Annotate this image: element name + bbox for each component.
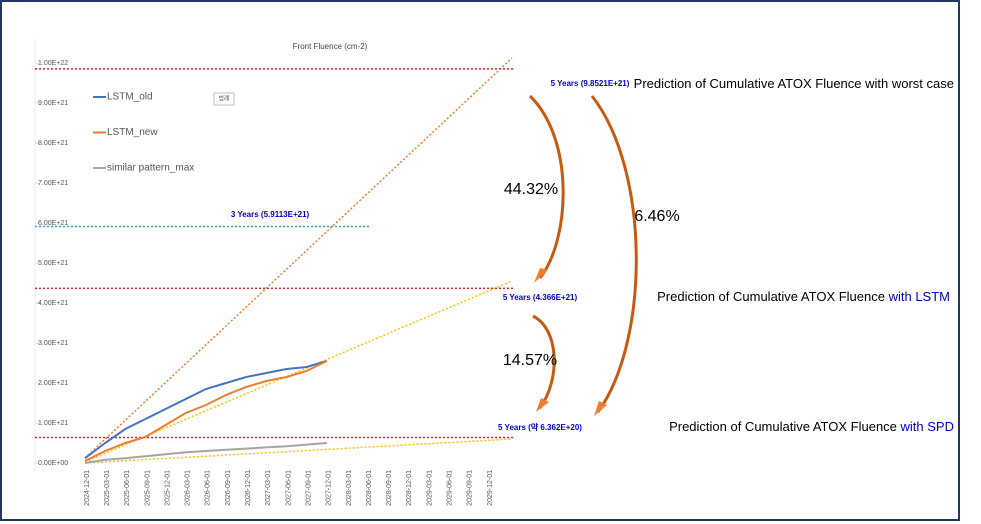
legend-button[interactable] [213, 92, 235, 106]
note-highlight: with LSTM [888, 289, 950, 304]
note-highlight: with SPD [900, 419, 954, 434]
legend-button-label[interactable]: 범례 [218, 95, 229, 103]
series-line [84, 442, 327, 464]
chart-title: Front Fluence (cm-2) [293, 42, 368, 51]
x-tick-label: 2028-06-01 [366, 470, 373, 506]
reference-label: 5 Years (9.8521E+21) [551, 79, 630, 88]
y-tick-label: 8.00E+21 [38, 140, 68, 147]
x-tick-label: 2029-09-01 [467, 470, 474, 506]
y-tick-label: 3.00E+21 [38, 340, 68, 347]
x-tick-label: 2026-06-01 [205, 470, 212, 506]
note: Prediction of Cumulative ATOX Fluence wi… [634, 76, 954, 91]
percentage: 14.57% [503, 352, 557, 369]
x-tick-label: 2025-09-01 [144, 470, 151, 506]
note: Prediction of Cumulative ATOX Fluence wi… [657, 289, 950, 304]
x-tick-label: 2027-12-01 [326, 470, 333, 506]
x-tick-label: 2027-09-01 [305, 470, 312, 506]
x-tick-label: 2028-12-01 [406, 470, 413, 506]
y-tick-label: 1.00E+21 [38, 420, 68, 427]
x-tick-label: 2029-12-01 [487, 470, 494, 506]
x-tick-label: 2026-12-01 [245, 470, 252, 506]
arrow [590, 95, 638, 413]
legend-label: LSTM_new [107, 127, 158, 138]
x-tick-label: 2028-03-01 [346, 470, 353, 506]
arrow [532, 314, 556, 409]
reference-label: 5 Years (약 6.362E+20) [498, 422, 582, 432]
note-text: Prediction of Cumulative ATOX Fluence [657, 289, 888, 304]
x-tick-label: 2027-06-01 [285, 470, 292, 506]
arrows [528, 94, 638, 413]
legend-label: similar pattern_max [107, 163, 194, 174]
arrowheads [534, 268, 607, 416]
series-line [84, 360, 328, 459]
trend-line [84, 438, 513, 464]
y-tick-label: 7.00E+21 [38, 180, 68, 187]
y-tick-label: 4.00E+21 [38, 300, 68, 307]
x-tick-label: 2025-03-01 [104, 470, 111, 506]
y-tick-label: 2.00E+21 [38, 380, 68, 387]
y-tick-label: 6.00E+21 [38, 220, 68, 227]
trend-line [84, 57, 513, 459]
percentage: 6.46% [634, 208, 679, 225]
x-tick-label: 2024-12-01 [84, 470, 91, 506]
note: Prediction of Cumulative ATOX Fluence wi… [669, 419, 954, 434]
x-tick-label: 2029-03-01 [426, 470, 433, 506]
x-tick-label: 2025-12-01 [164, 470, 171, 506]
y-tick-label: 5.00E+21 [38, 260, 68, 267]
arrowhead [594, 401, 607, 416]
reference-label: 3 Years (5.9113E+21) [231, 210, 310, 219]
x-tick-label: 2026-03-01 [185, 470, 192, 506]
x-tick-label: 2029-06-01 [447, 470, 454, 506]
legend-label: LSTM_old [107, 92, 153, 103]
x-tick-label: 2026-09-01 [225, 470, 232, 506]
note-text: Prediction of Cumulative ATOX Fluence wi… [634, 76, 954, 91]
x-tick-label: 2027-03-01 [265, 470, 272, 506]
series-line [84, 360, 328, 462]
y-tick-label: 1.00E+22 [38, 60, 68, 67]
y-tick-label: 9.00E+21 [38, 100, 68, 107]
note-text: Prediction of Cumulative ATOX Fluence [669, 419, 900, 434]
x-tick-label: 2028-09-01 [386, 470, 393, 506]
trend-line [84, 280, 513, 463]
arrowhead [534, 268, 548, 283]
percentage: 44.32% [504, 181, 558, 198]
reference-label: 5 Years (4.366E+21) [503, 293, 578, 302]
arrowhead [536, 398, 549, 412]
arrow [528, 94, 565, 279]
y-tick-label: 0.00E+00 [38, 460, 68, 467]
x-tick-label: 2025-06-01 [124, 470, 131, 506]
